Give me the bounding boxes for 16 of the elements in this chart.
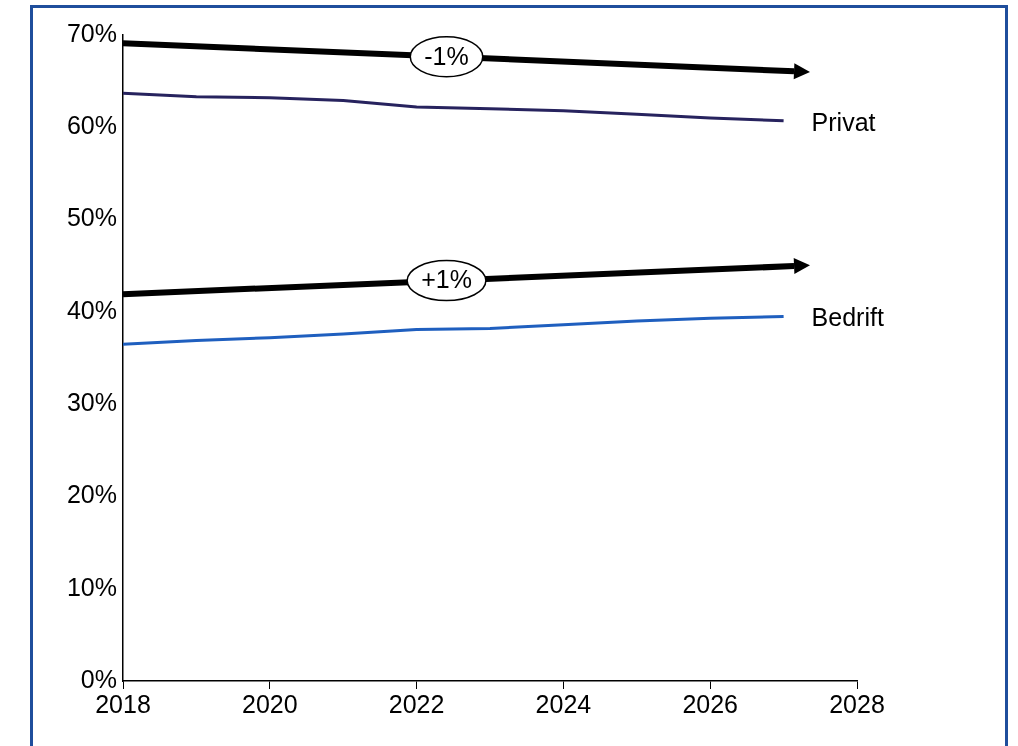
annotation: +1%: [421, 265, 472, 294]
y-tick-label: 10%: [66, 572, 117, 601]
y-tick-label: 40%: [66, 295, 117, 324]
x-tick-label: 2026: [682, 689, 739, 718]
x-tick-label: 2022: [388, 689, 445, 718]
y-tick-label: 20%: [66, 480, 117, 509]
y-tick-label: 50%: [66, 203, 117, 232]
series-label: Bedrift: [811, 303, 884, 332]
x-tick-label: 2020: [241, 689, 298, 718]
x-tick-label: 2028: [829, 689, 885, 718]
y-tick-label: 30%: [66, 388, 117, 417]
y-tick-label: 70%: [66, 18, 117, 47]
annotation: -1%: [424, 41, 469, 70]
x-tick-label: 2024: [535, 689, 592, 718]
y-tick-label: 60%: [66, 111, 117, 140]
series-label: Privat: [811, 107, 876, 136]
